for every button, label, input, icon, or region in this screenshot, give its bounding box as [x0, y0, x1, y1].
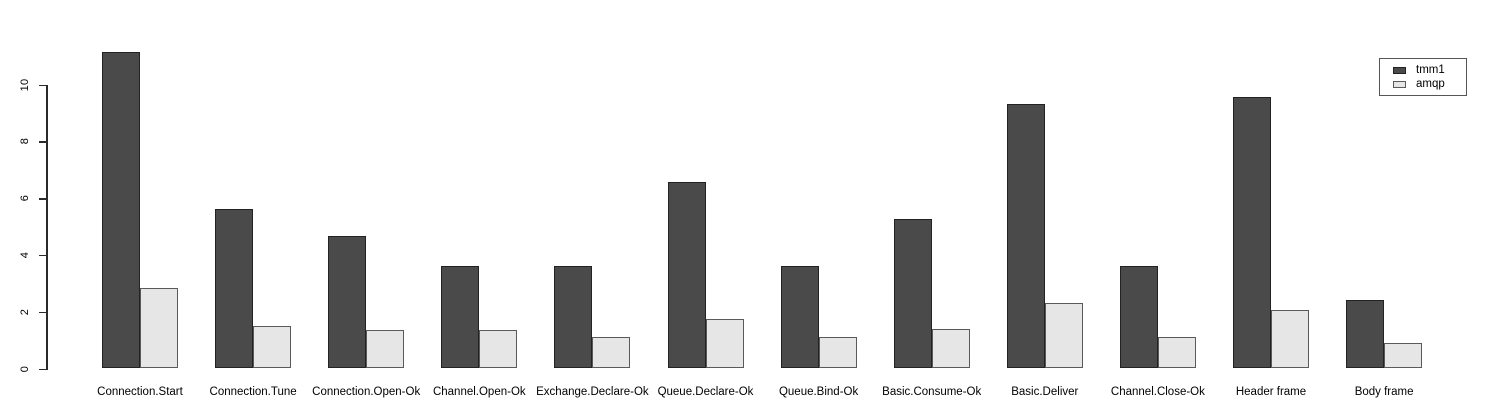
bar-amqp	[253, 325, 292, 369]
y-axis-tick	[39, 141, 46, 143]
x-category-label: Connection.Tune	[209, 386, 297, 398]
y-axis-tick-label: 8	[19, 138, 31, 145]
legend-row-amqp: amqp	[1393, 78, 1466, 90]
bar-tmm1	[1006, 104, 1045, 369]
legend-label-amqp: amqp	[1416, 78, 1445, 90]
y-axis-tick-label: 0	[19, 365, 31, 372]
y-axis-tick	[39, 254, 46, 257]
y-axis-tick	[39, 311, 46, 314]
bar-amqp	[1044, 303, 1083, 369]
legend: tmm1 amqp	[1379, 58, 1467, 96]
bar-amqp	[479, 330, 518, 369]
bar-amqp	[1384, 342, 1423, 369]
legend-swatch-tmm1	[1393, 66, 1406, 74]
bar-tmm1	[893, 219, 932, 369]
y-axis-tick	[39, 84, 46, 86]
x-category-label: Basic.Consume-Ok	[882, 386, 982, 398]
bar-tmm1	[554, 266, 593, 369]
y-axis-tick	[39, 198, 46, 200]
legend-row-tmm1: tmm1	[1393, 64, 1466, 76]
y-axis-tick	[39, 368, 46, 370]
y-axis-tick-label: 4	[19, 251, 31, 259]
x-category-label: Queue.Declare-Ok	[657, 386, 754, 398]
bar-amqp	[931, 328, 970, 369]
x-category-label: Header frame	[1235, 386, 1307, 398]
bar-amqp	[705, 318, 744, 369]
bar-amqp	[592, 337, 631, 369]
x-category-label: Exchange.Declare-Ok	[536, 386, 649, 398]
bar-amqp	[366, 330, 405, 369]
y-axis-tick-label: 2	[19, 308, 31, 315]
y-axis-tick-label: 10	[19, 78, 31, 91]
bar-tmm1	[328, 236, 367, 369]
bar-tmm1	[215, 209, 254, 369]
bar-tmm1	[667, 182, 706, 369]
bar-tmm1	[1233, 97, 1271, 369]
y-axis-tick-label: 6	[19, 194, 31, 202]
bar-tmm1	[441, 266, 480, 369]
bar-tmm1	[1346, 300, 1385, 369]
x-category-label: Connection.Open-Ok	[312, 386, 421, 398]
x-category-label: Connection.Start	[97, 386, 183, 398]
x-category-label: Body frame	[1354, 386, 1414, 398]
x-category-label: Channel.Open-Ok	[432, 386, 526, 398]
bar-amqp	[140, 287, 178, 369]
x-category-label: Channel.Close-Ok	[1110, 386, 1205, 398]
bar-amqp	[818, 337, 857, 369]
bar-tmm1	[102, 51, 140, 369]
x-category-label: Queue.Bind-Ok	[778, 386, 859, 398]
bar-tmm1	[1119, 266, 1158, 369]
bar-amqp	[1271, 310, 1309, 369]
y-axis	[46, 84, 48, 370]
legend-swatch-amqp	[1393, 80, 1406, 88]
bar-amqp	[1157, 337, 1196, 369]
x-category-label: Basic.Deliver	[1011, 386, 1079, 398]
legend-label-tmm1: tmm1	[1416, 64, 1445, 76]
bar-tmm1	[780, 266, 819, 369]
